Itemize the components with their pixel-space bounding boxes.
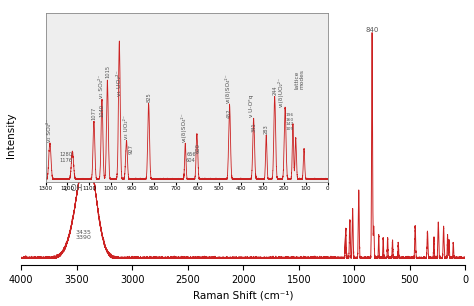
Text: 840: 840 [365,27,379,33]
Y-axis label: Intensity: Intensity [6,113,16,158]
Text: ν OH: ν OH [64,184,83,193]
Text: 3435
3390: 3435 3390 [76,230,92,240]
X-axis label: Raman Shift (cm⁻¹): Raman Shift (cm⁻¹) [193,290,293,300]
